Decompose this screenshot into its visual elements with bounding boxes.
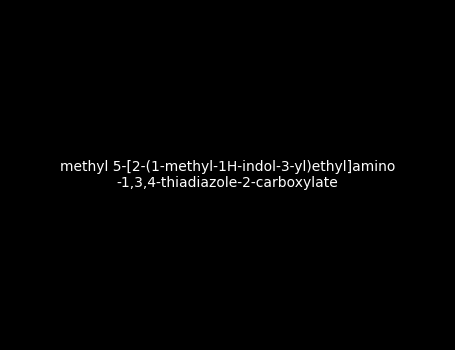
- Text: methyl 5-[2-(1-methyl-1H-indol-3-yl)ethyl]amino
-1,3,4-thiadiazole-2-carboxylate: methyl 5-[2-(1-methyl-1H-indol-3-yl)ethy…: [60, 160, 395, 190]
